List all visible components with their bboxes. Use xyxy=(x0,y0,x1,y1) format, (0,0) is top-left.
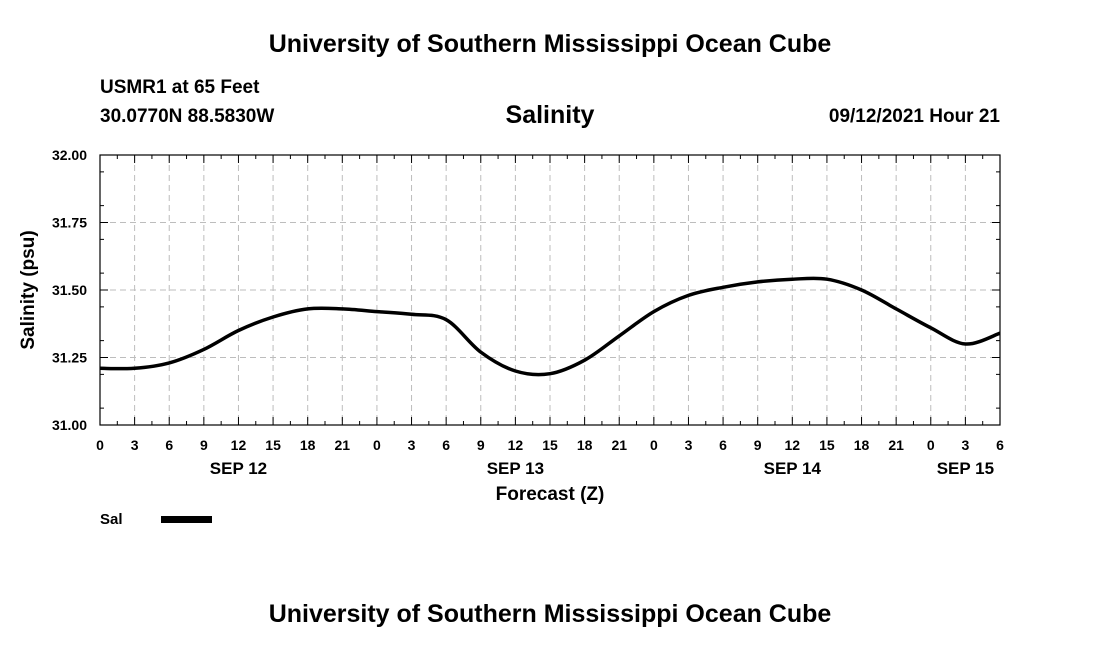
day-label: SEP 12 xyxy=(210,459,267,478)
x-tick-label: 3 xyxy=(961,437,969,453)
x-tick-label: 0 xyxy=(373,437,381,453)
x-tick-label: 9 xyxy=(200,437,208,453)
x-tick-label: 18 xyxy=(854,437,870,453)
station-label: USMR1 at 65 Feet xyxy=(100,77,260,98)
x-tick-label: 18 xyxy=(577,437,593,453)
x-tick-label: 3 xyxy=(685,437,693,453)
x-tick-label: 6 xyxy=(442,437,450,453)
x-tick-label: 9 xyxy=(754,437,762,453)
x-tick-label: 21 xyxy=(888,437,904,453)
legend-label: Sal xyxy=(100,511,123,528)
x-tick-label: 18 xyxy=(300,437,316,453)
x-tick-label: 0 xyxy=(96,437,104,453)
x-tick-label: 3 xyxy=(408,437,416,453)
series xyxy=(99,276,1001,377)
grid xyxy=(100,155,1000,425)
plot-frame xyxy=(99,154,1001,426)
y-axis-label: Salinity (psu) xyxy=(18,230,39,349)
axis-labels: 0 3 6 9 12 15 18 21 0 3 6 9 12 15 18 21 0 3 6 9 12 15 18 21 0 3 6 3… xyxy=(52,147,1004,478)
x-tick-label: 6 xyxy=(719,437,727,453)
coordinates-label: 30.0770N 88.5830W xyxy=(100,106,275,127)
y-tick-label: 31.00 xyxy=(52,417,87,433)
y-tick-label: 31.25 xyxy=(52,350,87,366)
y-tick-label: 31.50 xyxy=(52,282,87,298)
axis-ticks xyxy=(99,154,1001,426)
x-tick-label: 3 xyxy=(131,437,139,453)
x-axis-label: Forecast (Z) xyxy=(496,484,605,505)
x-tick-label: 12 xyxy=(231,437,247,453)
day-label: SEP 13 xyxy=(487,459,544,478)
day-label: SEP 15 xyxy=(937,459,994,478)
footer-title: University of Southern Mississippi Ocean… xyxy=(268,600,832,628)
x-tick-label: 9 xyxy=(477,437,485,453)
legend-line-swatch xyxy=(161,516,212,523)
x-tick-label: 15 xyxy=(265,437,281,453)
day-label: SEP 14 xyxy=(764,459,822,478)
run-time-label: 09/12/2021 Hour 21 xyxy=(828,106,1000,127)
x-tick-label: 0 xyxy=(650,437,658,453)
page-title: University of Southern Mississippi Ocean… xyxy=(268,30,832,58)
chart-title: Salinity xyxy=(505,101,595,129)
x-tick-label: 15 xyxy=(819,437,835,453)
y-tick-label: 31.75 xyxy=(52,215,87,231)
x-tick-label: 12 xyxy=(508,437,524,453)
x-tick-label: 6 xyxy=(996,437,1004,453)
series-line-sal xyxy=(99,276,1001,377)
x-tick-label: 21 xyxy=(335,437,351,453)
x-tick-label: 21 xyxy=(611,437,627,453)
y-tick-label: 32.00 xyxy=(52,147,87,163)
x-tick-label: 6 xyxy=(165,437,173,453)
x-tick-label: 0 xyxy=(927,437,935,453)
x-tick-label: 12 xyxy=(785,437,801,453)
x-tick-label: 15 xyxy=(542,437,558,453)
